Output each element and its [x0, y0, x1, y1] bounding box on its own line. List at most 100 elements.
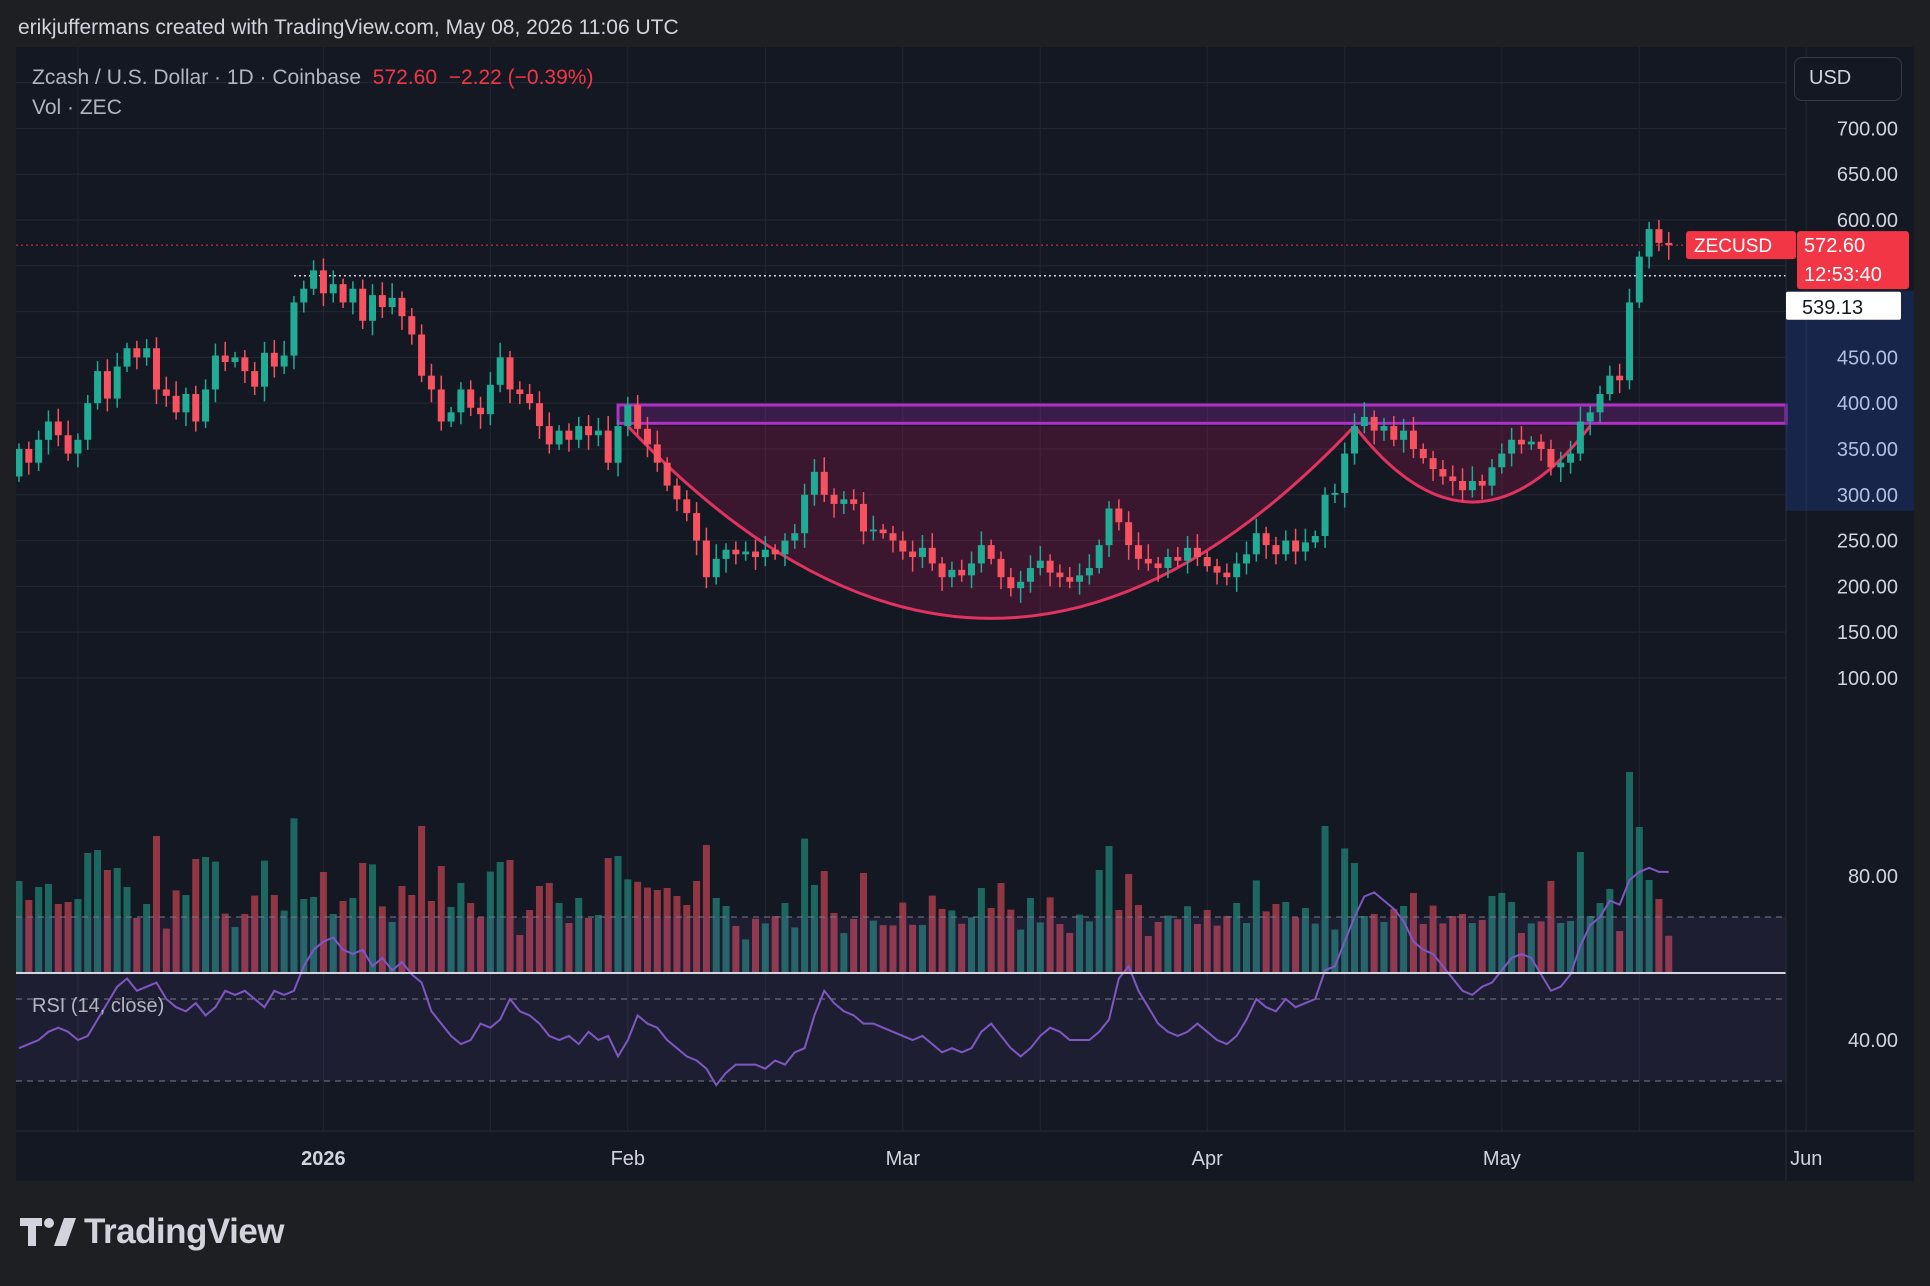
- candle-body: [349, 288, 357, 303]
- candle-body: [398, 297, 406, 317]
- volume-bar: [1223, 916, 1231, 972]
- volume-bar: [702, 845, 710, 972]
- candle-body: [958, 569, 966, 576]
- volume-bar: [1115, 910, 1123, 972]
- candle-body: [241, 357, 249, 372]
- candle-body: [1468, 481, 1476, 491]
- rsi-tick-label: 80.00: [1848, 866, 1898, 888]
- volume-bar: [1439, 923, 1447, 972]
- volume-bar: [300, 899, 308, 972]
- volume-bar: [860, 873, 868, 972]
- rsi-legend[interactable]: RSI (14, close): [32, 995, 165, 1017]
- candle-body: [427, 375, 435, 390]
- volume-bar: [1193, 924, 1201, 972]
- volume-legend[interactable]: Vol · ZEC: [32, 96, 122, 119]
- level-price-badge: [1786, 291, 1901, 320]
- candle-body: [310, 270, 318, 289]
- volume-bar: [624, 879, 632, 972]
- tradingview-logo[interactable]: TradingView: [20, 1212, 285, 1252]
- price-tick-label: 450.00: [1837, 347, 1898, 369]
- candle-body: [25, 448, 33, 463]
- volume-bar: [84, 853, 92, 972]
- candle-body: [653, 444, 661, 463]
- volume-bar: [1449, 916, 1457, 972]
- candle-body: [1625, 302, 1633, 381]
- volume-bar: [879, 925, 887, 972]
- volume-bar: [369, 864, 377, 972]
- tradingview-logo-icon: [20, 1218, 76, 1246]
- chart-caption: erikjuffermans created with TradingView.…: [18, 16, 679, 39]
- candle-body: [860, 503, 868, 532]
- volume-bar: [1036, 922, 1044, 972]
- volume-bar: [1095, 870, 1103, 972]
- currency-button[interactable]: USD: [1794, 57, 1902, 101]
- candle-body: [1125, 522, 1133, 546]
- candle-body: [1321, 494, 1329, 536]
- volume-bar: [1164, 915, 1172, 972]
- candle-body: [496, 357, 504, 385]
- candle-body: [752, 551, 759, 558]
- candle-body: [869, 529, 877, 532]
- volume-bar: [329, 914, 337, 972]
- volume-bar: [1380, 922, 1388, 972]
- volume-bar: [44, 884, 52, 972]
- level-price-badge-text: 539.13: [1802, 297, 1863, 319]
- candle-body: [221, 355, 229, 362]
- candle-body: [1046, 560, 1054, 573]
- candle-body: [840, 499, 848, 504]
- volume-bar: [16, 881, 23, 972]
- volume-bar: [683, 905, 691, 972]
- volume-bar: [1557, 923, 1565, 972]
- candle-body: [1616, 375, 1624, 381]
- candle-body: [270, 352, 278, 367]
- candle-body: [1645, 229, 1653, 257]
- candle-body: [1203, 557, 1211, 567]
- volume-bar: [1134, 905, 1142, 972]
- candle-body: [1360, 416, 1368, 427]
- volume-bar: [241, 914, 249, 972]
- candle-body: [820, 471, 828, 495]
- candle-body: [693, 513, 701, 541]
- volume-bar: [319, 872, 327, 972]
- volume-bar: [594, 915, 602, 972]
- candle-body: [1292, 540, 1300, 552]
- candle-body: [889, 533, 897, 541]
- volume-bar: [722, 906, 730, 972]
- volume-bar: [1252, 880, 1260, 972]
- symbol-legend[interactable]: Zcash / U.S. Dollar · 1D · Coinbase 572.…: [32, 66, 593, 90]
- volume-bar: [1331, 929, 1339, 972]
- volume-bar: [1517, 933, 1525, 972]
- chart-canvas[interactable]: 800.00750.00700.00650.00600.00500.00450.…: [16, 47, 1914, 1181]
- cup-fill: [627, 426, 1355, 619]
- volume-bar: [712, 898, 720, 972]
- volume-bar: [614, 856, 622, 972]
- volume-bar: [1026, 898, 1034, 972]
- candle-body: [742, 551, 750, 555]
- chart-frame: [16, 47, 1914, 1181]
- candle-body: [1439, 469, 1447, 477]
- volume-bar: [575, 898, 583, 972]
- candle-body: [172, 395, 180, 413]
- time-axis-label: Mar: [886, 1148, 921, 1170]
- candle-body: [614, 426, 622, 463]
- candle-body: [516, 389, 524, 395]
- volume-bar: [221, 913, 229, 972]
- candle-body: [899, 540, 907, 552]
- volume-bar: [25, 900, 33, 972]
- volume-bar: [280, 910, 288, 972]
- time-axis-label: Feb: [611, 1148, 645, 1170]
- candle-body: [781, 540, 789, 555]
- volume-bar: [1645, 880, 1653, 972]
- volume-bar: [634, 881, 642, 972]
- candle-body: [44, 421, 52, 440]
- candle-body: [182, 394, 190, 413]
- volume-bar: [545, 883, 553, 972]
- candle-body: [938, 563, 946, 578]
- candle-body: [968, 563, 976, 576]
- candle-body: [211, 355, 219, 390]
- candle-body: [1527, 441, 1535, 445]
- volume-bar: [801, 838, 809, 972]
- volume-bar: [1203, 910, 1211, 972]
- volume-bar: [1488, 896, 1496, 972]
- candle-body: [408, 316, 416, 335]
